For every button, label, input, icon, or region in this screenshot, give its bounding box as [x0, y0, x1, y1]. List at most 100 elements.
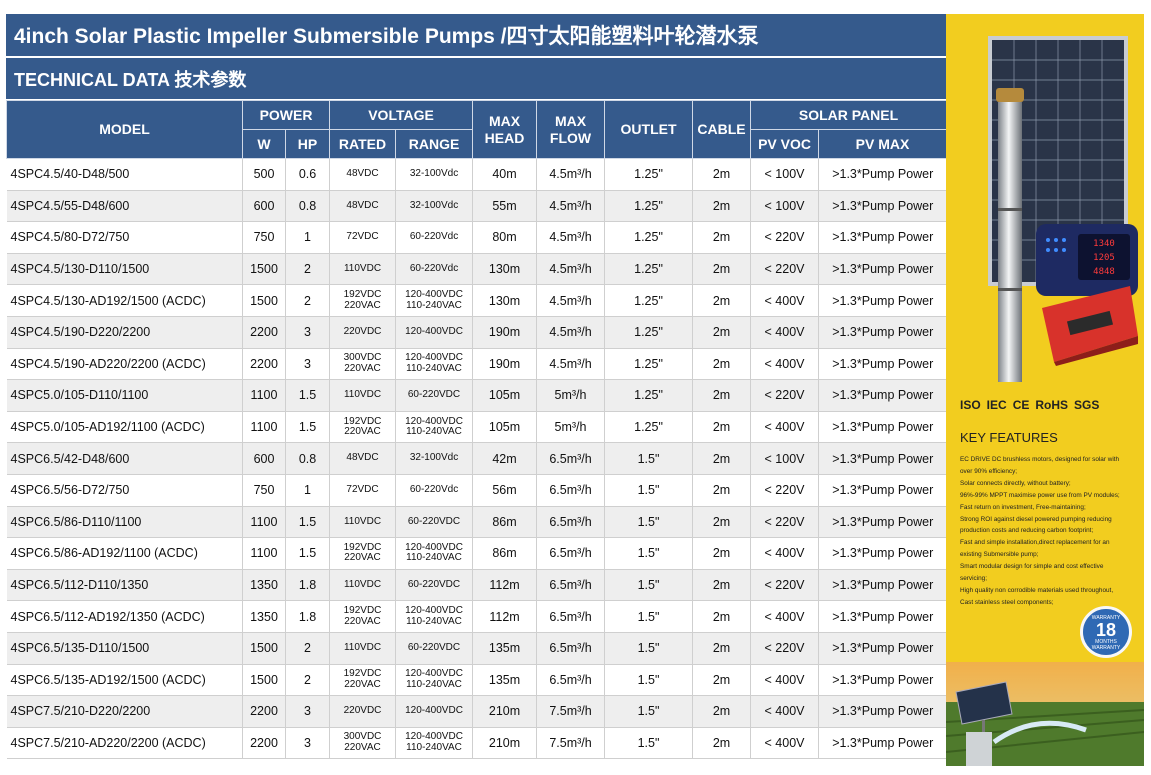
model-cell-text: 4SPC5.0/105-D110/1100: [10, 388, 149, 403]
max-head-cell: 55m: [472, 190, 537, 223]
max-head-cell-text: 210m: [488, 735, 521, 750]
pv-voc-cell-text: < 220V: [764, 641, 805, 656]
warranty-number: 18: [1095, 620, 1117, 640]
voltage-range-cell: 32-100Vdc: [395, 158, 473, 191]
voltage-range-cell-text: 120-400VDC: [405, 289, 463, 301]
pv-voc-cell: < 400V: [750, 284, 819, 317]
pv-voc-cell-text: < 100V: [764, 451, 805, 466]
pv-max-cell-text: >1.3*Pump Power: [832, 546, 934, 561]
model-cell: 4SPC6.5/42-D48/600: [6, 442, 243, 475]
cert-iso: ISO: [960, 398, 981, 412]
power-hp-cell: 2: [284, 664, 330, 697]
outlet-cell-text: 1.5": [637, 672, 660, 687]
spec-sheet: 4inch Solar Plastic Impeller Submersible…: [6, 14, 948, 760]
rated-voltage-cell-text: 300VDC: [343, 731, 382, 743]
max-head-cell: 210m: [472, 695, 537, 728]
table-row: 4SPC5.0/105-AD192/1100 (ACDC) 1100 1.5 192V…: [6, 411, 947, 444]
cable-cell-text: 2m: [712, 672, 731, 687]
power-hp-cell-text: 1.5: [298, 514, 317, 529]
power-hp-cell: 1.5: [284, 537, 330, 570]
max-flow-cell-text: 5m³/h: [554, 420, 587, 435]
model-cell: 4SPC5.0/105-AD192/1100 (ACDC): [6, 411, 243, 444]
pv-max-cell: >1.3*Pump Power: [818, 284, 947, 317]
max-head-cell: 130m: [472, 253, 537, 286]
cable-cell-text: 2m: [712, 641, 731, 656]
cert-ce: CE: [1012, 398, 1030, 412]
power-w-cell: 1500: [242, 664, 286, 697]
outlet-cell: 1.5": [604, 664, 693, 697]
max-flow-cell-text: 6.5m³/h: [549, 609, 592, 624]
power-w-cell-text: 500: [253, 167, 275, 182]
max-flow-cell-text: 4.5m³/h: [549, 230, 592, 245]
max-flow-cell-text: 4.5m³/h: [549, 325, 592, 340]
max-head-cell: 135m: [472, 632, 537, 665]
technical-data-table: MODEL POWER VOLTAGE MAX HEAD MAX FLOW OU…: [6, 100, 948, 760]
outlet-cell: 1.5": [604, 474, 693, 507]
max-head-cell-text: 86m: [492, 546, 517, 561]
pv-max-cell-text: >1.3*Pump Power: [832, 672, 934, 687]
max-flow-cell: 5m³/h: [536, 379, 605, 412]
max-flow-cell: 4.5m³/h: [536, 221, 605, 254]
rated-voltage-cell-text: 72VDC: [346, 231, 379, 243]
max-head-cell-text: 42m: [492, 451, 517, 466]
max-head-cell: 42m: [472, 442, 537, 475]
cable-cell: 2m: [692, 600, 751, 633]
display-reading-1: 1340: [1093, 239, 1115, 249]
page-title: 4inch Solar Plastic Impeller Submersible…: [6, 14, 946, 58]
rated-voltage-cell: 192VDC 220VAC: [329, 537, 396, 570]
power-w-cell: 600: [242, 442, 286, 475]
pv-voc-cell: < 400V: [750, 600, 819, 633]
outlet-cell-text: 1.5": [637, 451, 660, 466]
pv-voc-cell: < 400V: [750, 695, 819, 728]
power-hp-cell-text: 1.5: [298, 420, 317, 435]
pv-max-cell: >1.3*Pump Power: [818, 632, 947, 665]
voltage-range-cell: 60-220Vdc: [395, 221, 473, 254]
header-outlet: OUTLET: [604, 100, 694, 159]
model-cell-text: 4SPC6.5/135-D110/1500: [10, 641, 150, 656]
feature-line: over 90% efficiency;: [960, 467, 1018, 475]
power-w-cell: 2200: [242, 695, 286, 728]
pv-voc-cell: < 220V: [750, 506, 819, 539]
feature-line: existing Submersible pump;: [960, 551, 1039, 559]
cable-cell: 2m: [692, 506, 751, 539]
power-hp-cell-text: 2: [304, 262, 311, 277]
rated-voltage-cell-text-line2: 220VAC: [344, 426, 381, 438]
voltage-range-cell: 60-220VDC: [395, 379, 473, 412]
power-w-cell-text: 1500: [250, 641, 278, 656]
header-w: W: [242, 129, 286, 159]
voltage-range-cell: 120-400VDC 110-240VAC: [395, 348, 473, 381]
max-head-cell: 80m: [472, 221, 537, 254]
cable-cell-text: 2m: [712, 704, 731, 719]
pv-max-cell: >1.3*Pump Power: [818, 379, 947, 412]
cable-cell: 2m: [692, 474, 751, 507]
max-flow-cell-text: 4.5m³/h: [549, 356, 592, 371]
rated-voltage-cell-text: 110VDC: [343, 578, 382, 590]
power-hp-cell-text: 0.6: [298, 167, 317, 182]
cable-cell: 2m: [692, 695, 751, 728]
model-cell: 4SPC4.5/190-AD220/2200 (ACDC): [6, 348, 243, 381]
model-cell: 4SPC4.5/40-D48/500: [6, 158, 243, 191]
max-flow-cell-text: 6.5m³/h: [549, 451, 592, 466]
cable-cell-text: 2m: [712, 483, 731, 498]
voltage-range-cell-text: 32-100Vdc: [409, 168, 459, 180]
power-w-cell-text: 2200: [250, 325, 278, 340]
submersible-pump-image: [996, 88, 1024, 382]
pv-max-cell-text: >1.3*Pump Power: [832, 735, 934, 750]
outlet-cell: 1.25": [604, 221, 693, 254]
pv-max-cell: >1.3*Pump Power: [818, 411, 947, 444]
pv-voc-cell-text: < 400V: [764, 735, 805, 750]
power-w-cell: 1100: [242, 411, 286, 444]
cable-cell: 2m: [692, 316, 751, 349]
voltage-range-cell: 120-400VDC 110-240VAC: [395, 537, 473, 570]
voltage-range-cell-text: 60-220VDC: [407, 578, 461, 590]
max-flow-cell: 4.5m³/h: [536, 348, 605, 381]
model-cell: 4SPC6.5/56-D72/750: [6, 474, 243, 507]
pv-voc-cell: < 220V: [750, 253, 819, 286]
voltage-range-cell: 32-100Vdc: [395, 442, 473, 475]
table-row: 4SPC6.5/135-D110/1500 1500 2 110VDC 60-220VD…: [6, 632, 947, 665]
power-w-cell-text: 1500: [250, 672, 278, 687]
power-hp-cell: 2: [284, 284, 330, 317]
power-w-cell-text: 1350: [250, 609, 278, 624]
display-reading-3: 4848: [1093, 267, 1115, 277]
max-flow-cell: 6.5m³/h: [536, 600, 605, 633]
